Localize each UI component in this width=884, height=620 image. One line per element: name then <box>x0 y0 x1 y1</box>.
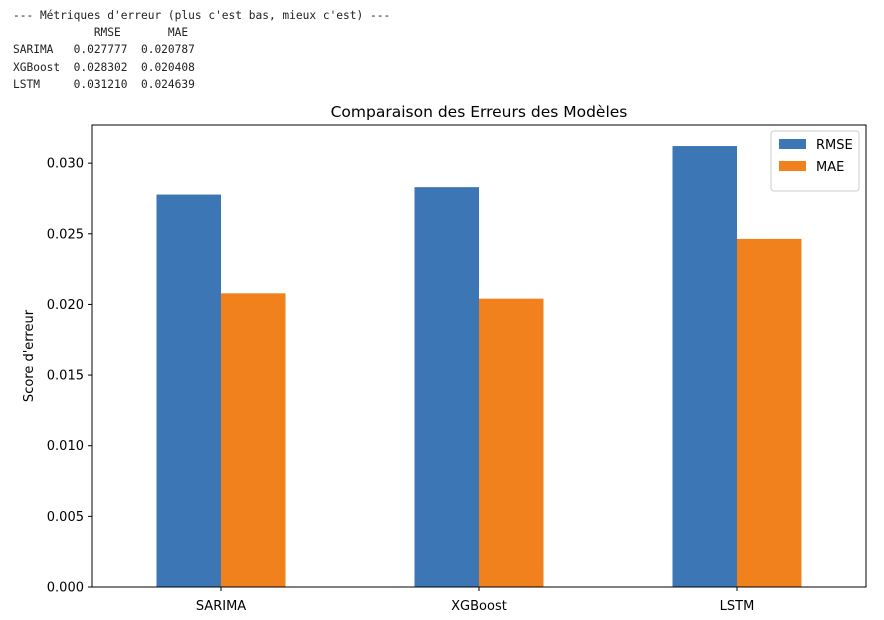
console-line: LSTM 0.031210 0.024639 <box>13 77 195 91</box>
legend-swatch-mae <box>779 161 806 171</box>
y-tick-label: 0.020 <box>47 298 84 313</box>
console-line: --- Métriques d'erreur (plus c'est bas, … <box>13 9 391 22</box>
console-output: --- Métriques d'erreur (plus c'est bas, … <box>13 7 390 93</box>
console-line: XGBoost 0.028302 0.020408 <box>13 60 195 74</box>
y-tick-label: 0.030 <box>47 157 84 172</box>
bar-rmse-sarima <box>156 194 221 587</box>
y-tick-label: 0.025 <box>47 227 84 242</box>
plot-frame <box>91 124 867 588</box>
console-line: SARIMA 0.027777 0.020787 <box>13 43 195 57</box>
x-tick-label: XGBoost <box>451 599 507 614</box>
x-tick-label: LSTM <box>720 599 755 614</box>
x-tick-label: SARIMA <box>196 599 246 614</box>
legend-label-mae: MAE <box>816 160 844 175</box>
bar-mae-lstm <box>737 238 802 588</box>
bar-rmse-xgboost <box>414 187 479 587</box>
y-tick-label: 0.000 <box>47 581 84 596</box>
chart-title: Comparaison des Erreurs des Modèles <box>331 103 628 121</box>
y-tick-label: 0.005 <box>47 510 84 525</box>
bar-mae-xgboost <box>479 298 544 587</box>
legend-label-rmse: RMSE <box>816 138 853 153</box>
bar-mae-sarima <box>221 293 286 587</box>
y-axis-label: Score d'erreur <box>22 309 37 402</box>
bar-rmse-lstm <box>672 146 737 587</box>
x-axis: SARIMA XGBoost LSTM <box>196 587 755 614</box>
legend: RMSE MAE <box>770 130 860 192</box>
y-tick-label: 0.010 <box>47 439 84 454</box>
legend-swatch-rmse <box>779 139 806 149</box>
y-tick-label: 0.015 <box>47 369 84 384</box>
y-axis: 0.000 0.005 0.010 0.015 0.020 0.025 0.030 <box>47 157 92 596</box>
console-line: RMSE MAE <box>13 26 189 40</box>
bars-group <box>156 146 802 588</box>
